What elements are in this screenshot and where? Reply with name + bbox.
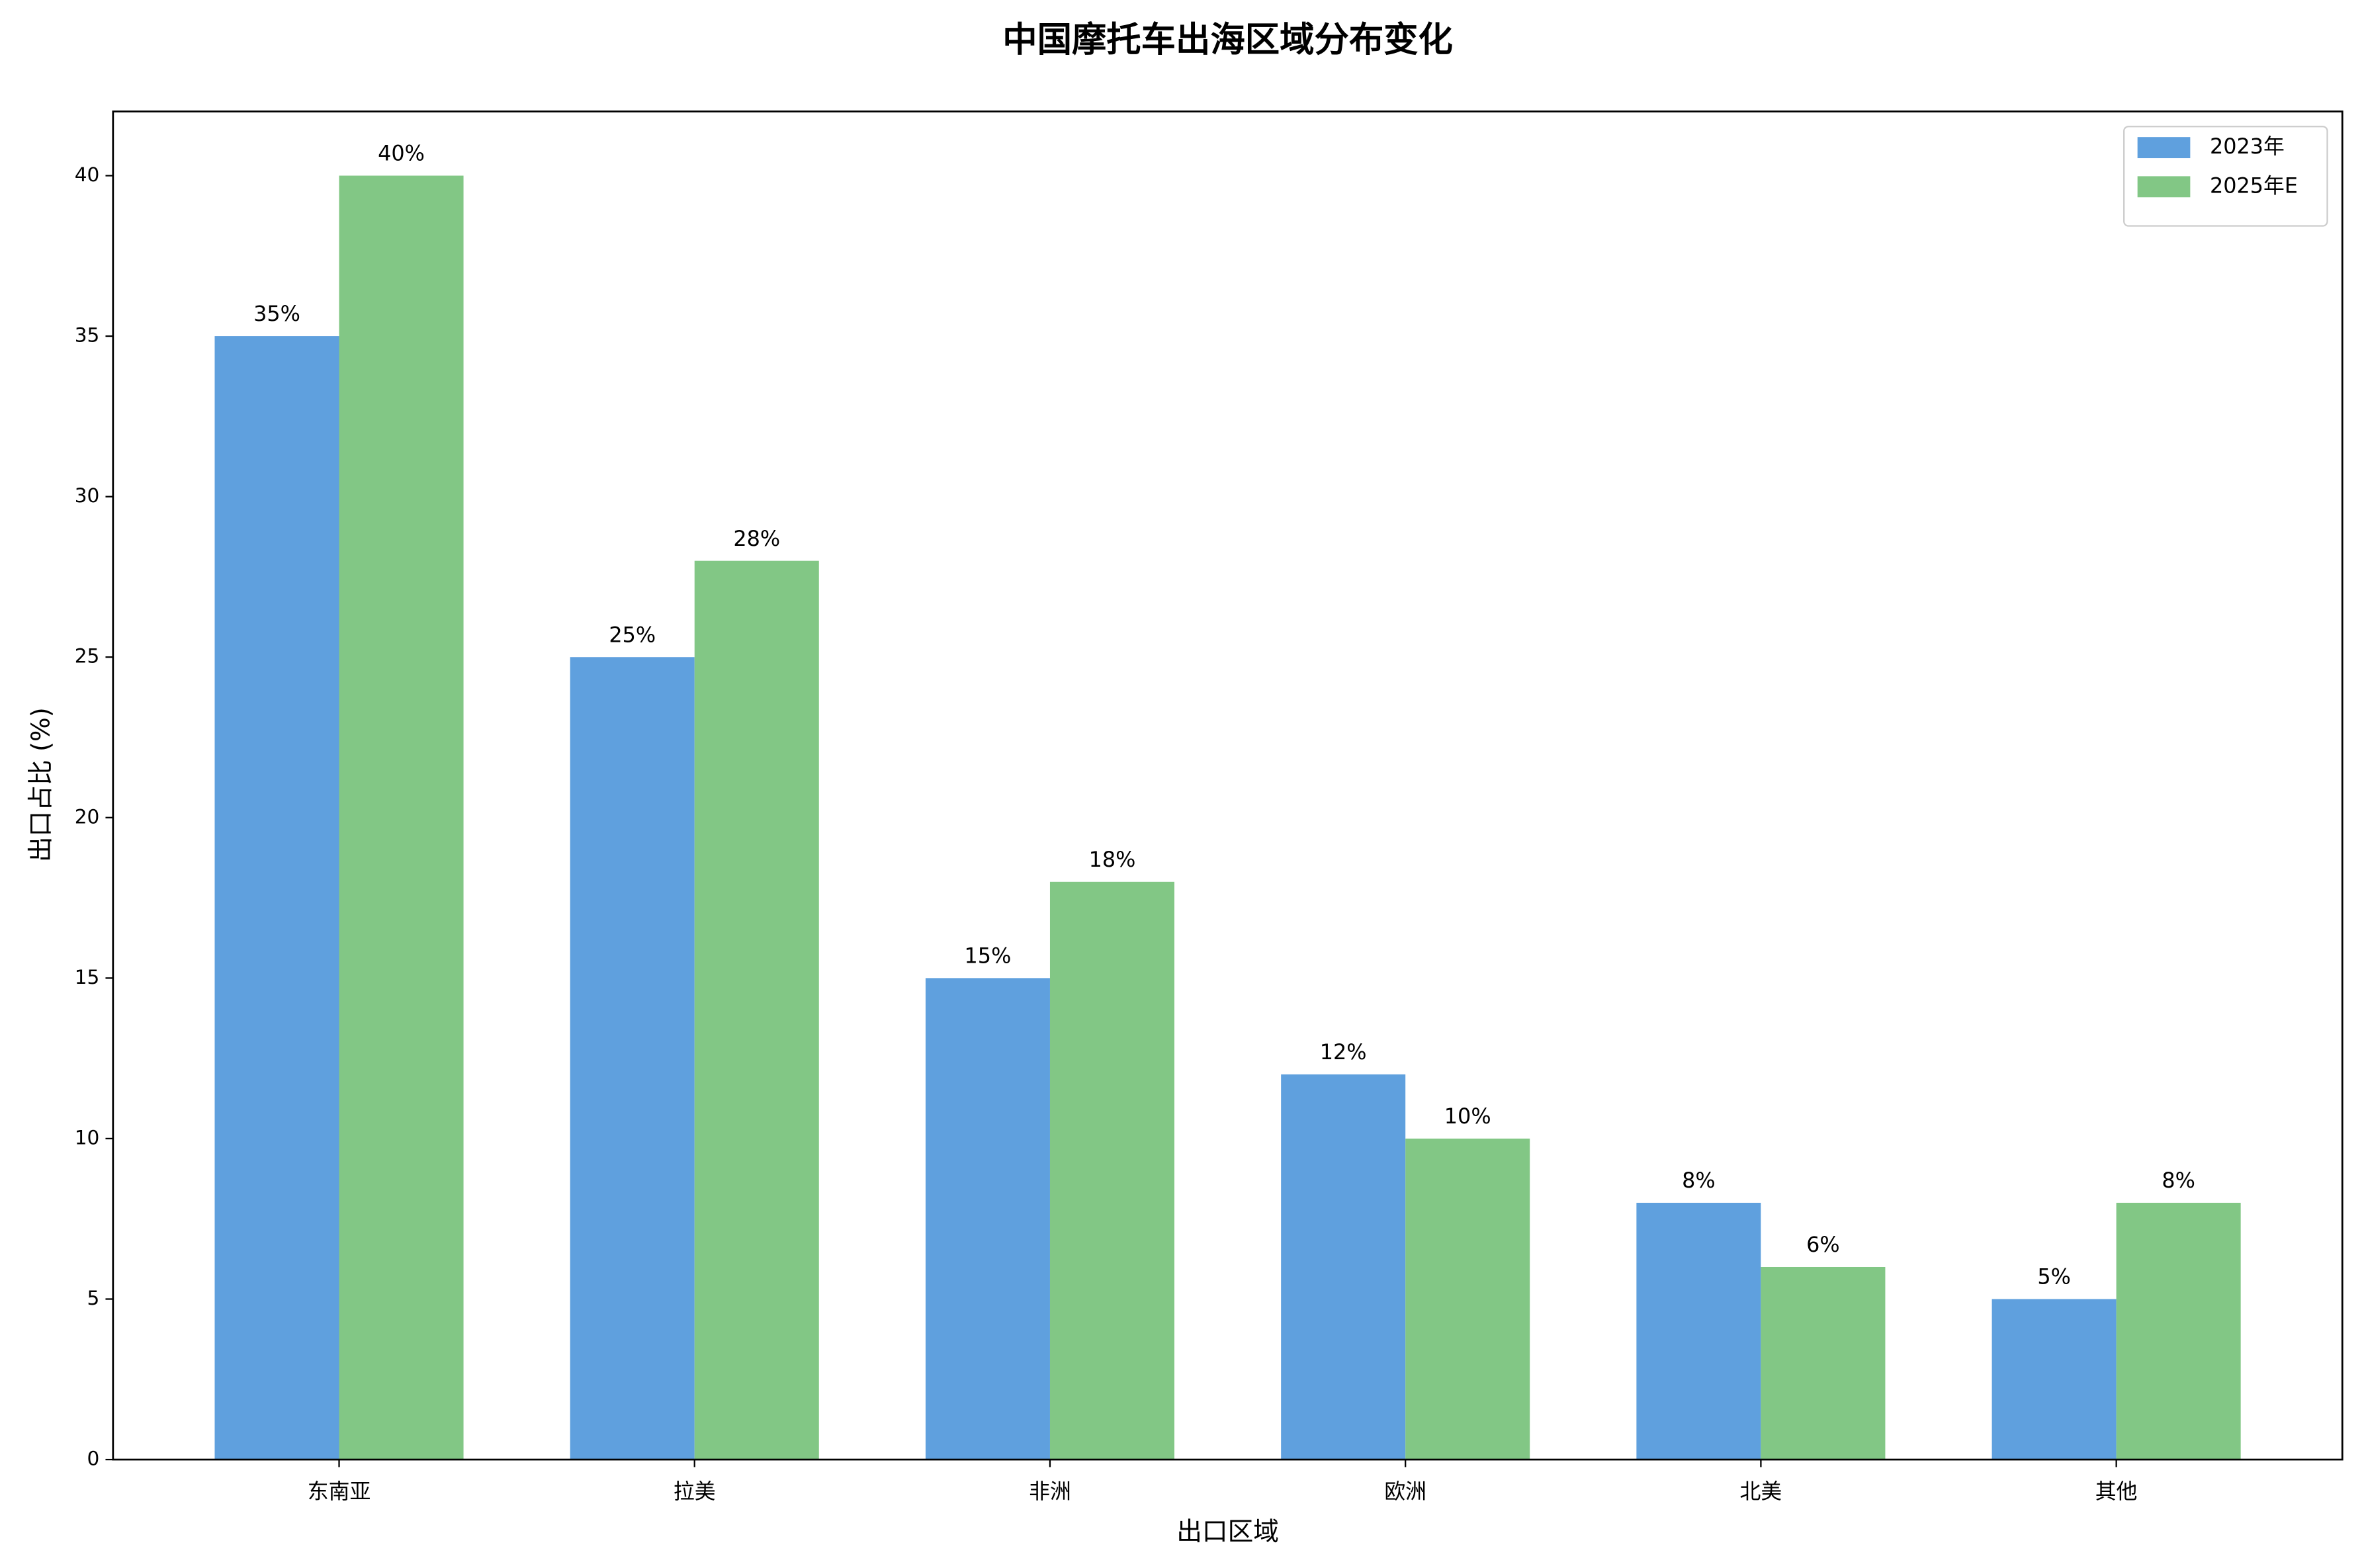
x-tick-label: 北美 [1740, 1479, 1782, 1504]
bar [1991, 1299, 2117, 1460]
bar [694, 560, 819, 1460]
y-tick-label: 5 [87, 1287, 100, 1309]
value-label: 5% [2037, 1264, 2071, 1289]
value-label: 6% [1806, 1232, 1840, 1257]
y-tick-label: 40 [75, 163, 100, 186]
bar [570, 657, 695, 1460]
y-tick-label: 10 [75, 1126, 100, 1149]
plot-frame [112, 110, 2343, 1461]
y-tick-label: 15 [75, 966, 100, 988]
x-tick-label: 欧洲 [1384, 1479, 1426, 1504]
y-tick-label: 20 [75, 805, 100, 828]
value-label: 8% [2162, 1168, 2195, 1193]
chart-title: 中国摩托车出海区域分布变化 [1002, 20, 1453, 60]
value-label: 40% [378, 141, 425, 166]
value-label: 18% [1089, 847, 1136, 872]
y-tick-label: 30 [75, 484, 100, 507]
legend-swatch [2137, 137, 2191, 159]
y-tick-label: 0 [87, 1448, 100, 1470]
x-tick-label: 拉美 [674, 1479, 716, 1504]
bar [2116, 1202, 2241, 1460]
bar [1405, 1138, 1530, 1460]
y-tick-label: 25 [75, 645, 100, 668]
bar [1761, 1266, 1886, 1460]
legend-label: 2023年 [2210, 134, 2285, 159]
bar [925, 978, 1050, 1460]
legend-swatch [2137, 176, 2191, 198]
value-label: 8% [1682, 1168, 1716, 1193]
y-axis-label: 出口占比 (%) [26, 707, 56, 862]
bar [1049, 881, 1174, 1460]
value-label: 15% [965, 943, 1012, 968]
bar [1636, 1202, 1761, 1460]
bar [1281, 1074, 1406, 1460]
x-tick-label: 非洲 [1029, 1479, 1071, 1504]
x-axis-label: 出口区域 [1176, 1517, 1279, 1547]
bar [339, 175, 464, 1460]
y-tick-label: 35 [75, 324, 100, 347]
bar [214, 336, 339, 1460]
value-label: 28% [733, 526, 780, 551]
value-label: 25% [609, 622, 656, 647]
value-label: 35% [253, 301, 300, 326]
x-tick-label: 东南亚 [308, 1479, 371, 1504]
legend-label: 2025年E [2210, 173, 2298, 198]
value-label: 10% [1444, 1104, 1491, 1129]
value-label: 12% [1320, 1039, 1367, 1065]
x-tick-label: 其他 [2095, 1479, 2138, 1504]
